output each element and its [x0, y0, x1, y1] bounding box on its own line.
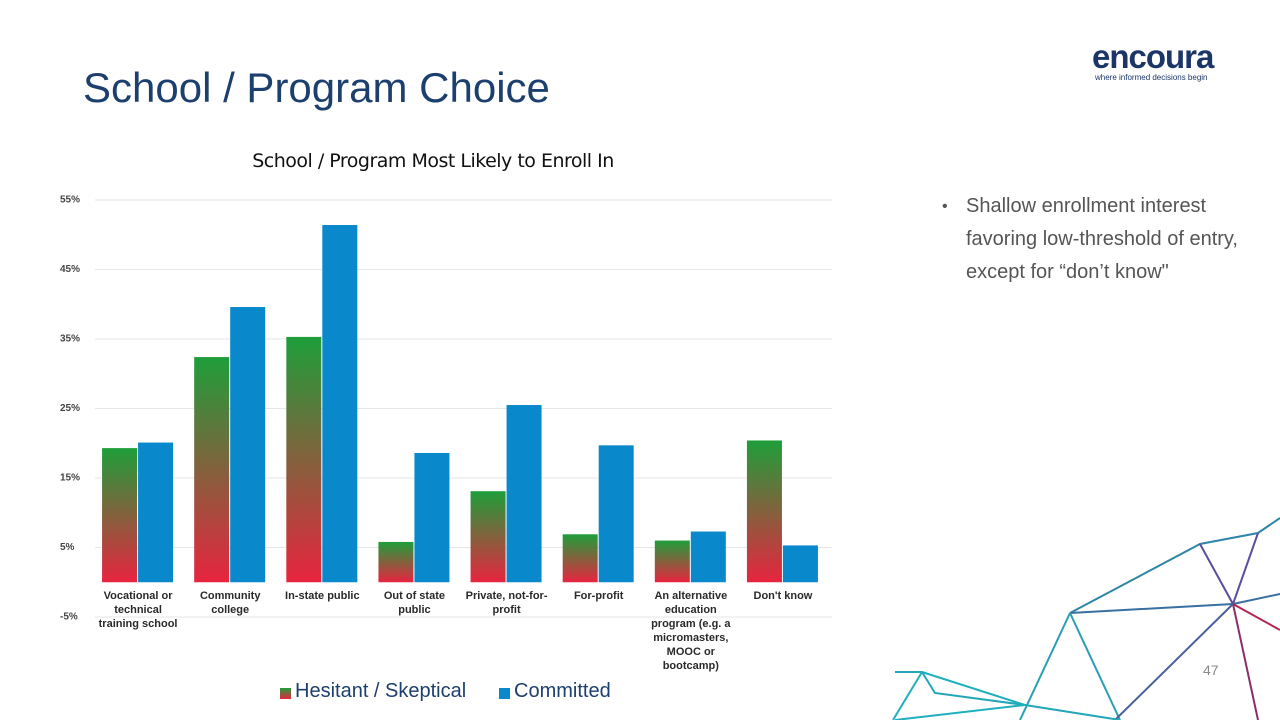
bar: [286, 336, 322, 583]
x-tick-label: For-profit: [573, 590, 624, 602]
bar: [378, 541, 414, 583]
x-tick-label: Vocational or technical training school: [98, 590, 178, 630]
bar: [138, 442, 174, 583]
legend-swatch: [499, 688, 510, 699]
bar: [598, 445, 634, 583]
y-tick-label: 45%: [60, 264, 80, 275]
bar: [194, 357, 230, 583]
bullet: Shallow enrollment interest favoring low…: [942, 190, 1251, 289]
x-tick-label: An alternative education program (e.g. a…: [651, 590, 731, 672]
bar: [506, 405, 542, 583]
bar: [102, 448, 138, 583]
legend-swatch: [280, 688, 291, 699]
legend-label: Hesitant / Skeptical: [295, 680, 467, 702]
x-tick-label: Community college: [199, 590, 261, 616]
chart-title: School / Program Most Likely to Enroll I…: [252, 150, 614, 172]
bar: [690, 531, 726, 583]
page-number: 47: [1203, 662, 1219, 678]
y-tick-label: 35%: [60, 334, 80, 345]
y-tick-label: 15%: [60, 473, 80, 484]
bar: [230, 307, 266, 583]
bar: [654, 540, 690, 583]
slide-title: School / Program Choice: [83, 64, 550, 111]
tagline: where informed decisions begin: [1095, 73, 1208, 82]
y-tick-label: 25%: [60, 403, 80, 414]
legend-label: Committed: [514, 680, 611, 702]
x-tick-label: In-state public: [285, 590, 360, 602]
bar: [746, 440, 782, 583]
bar: [562, 534, 598, 583]
y-tick-label: 5%: [60, 542, 75, 553]
y-tick-label: -5%: [60, 612, 78, 623]
decoration: [892, 517, 1280, 720]
bar: [322, 225, 358, 583]
bar: [782, 545, 818, 583]
bar: [414, 452, 450, 583]
x-tick-label: Out of state public: [383, 590, 445, 616]
bar: [470, 491, 506, 583]
y-tick-label: 55%: [60, 195, 80, 206]
x-tick-label: Private, not-for-profit: [465, 590, 548, 616]
x-tick-label: Don't know: [753, 590, 813, 602]
logo: encoura: [1092, 38, 1214, 75]
